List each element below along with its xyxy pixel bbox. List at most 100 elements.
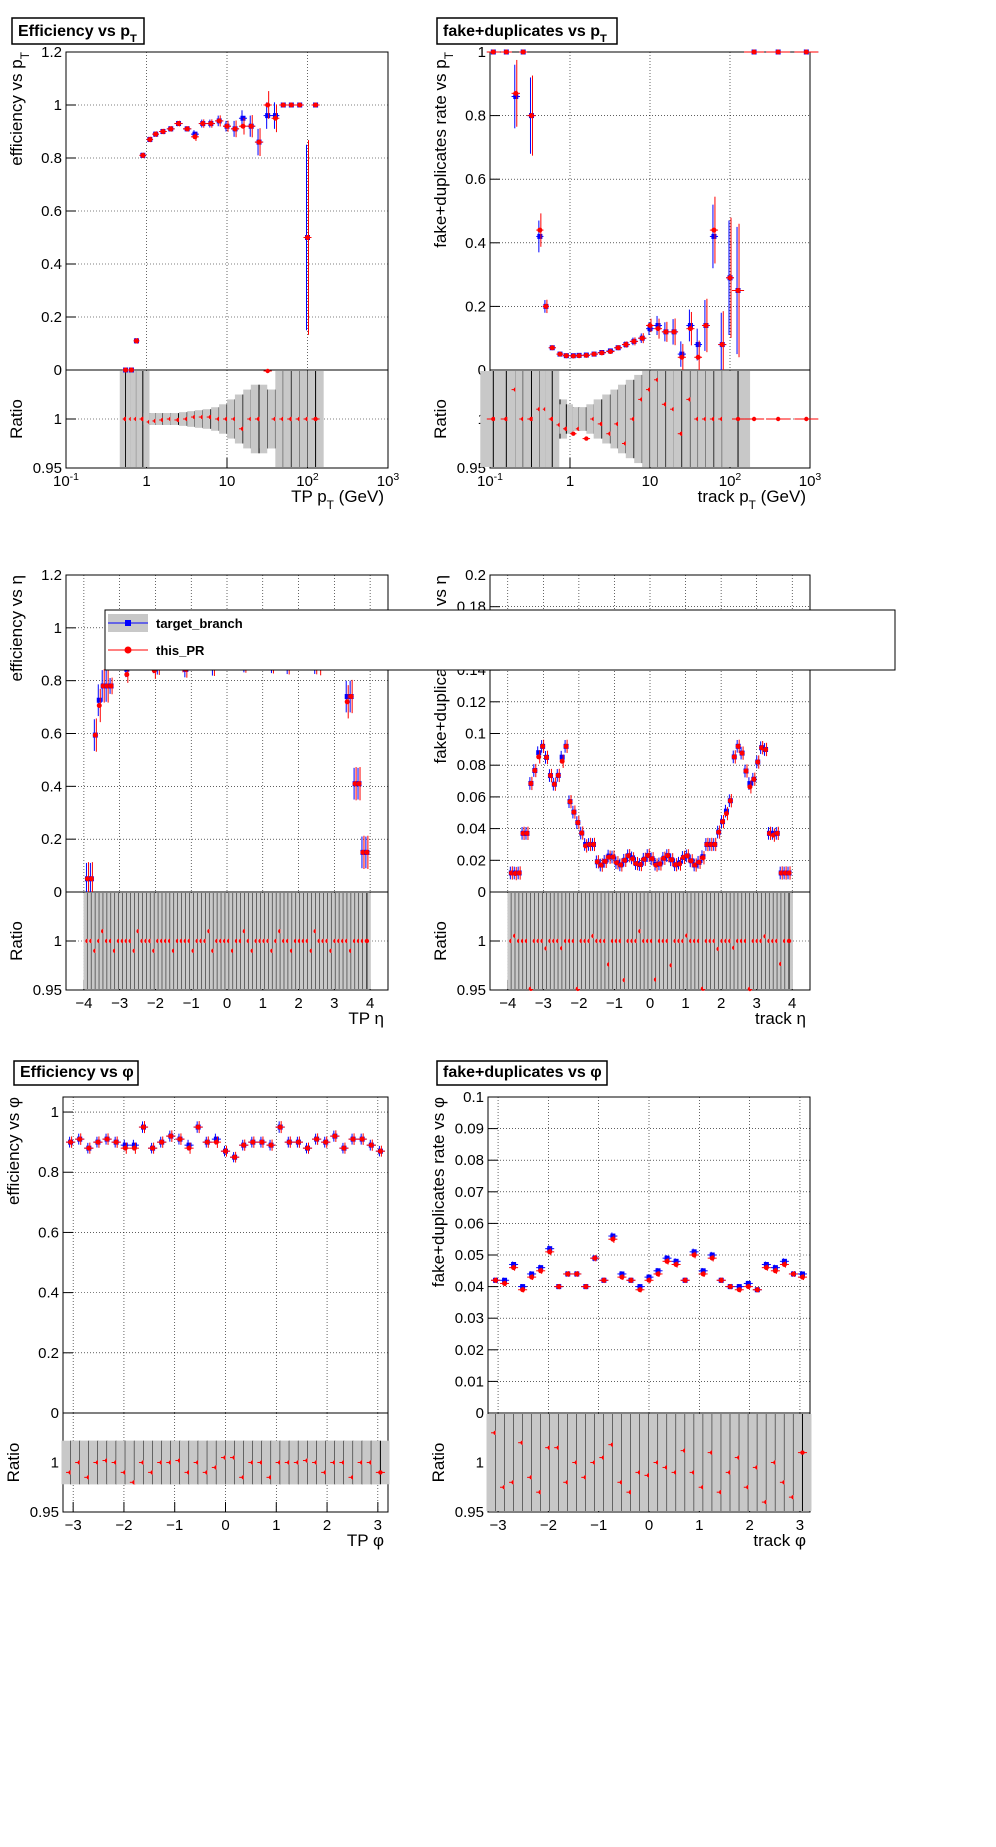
- x-tick-label: 3: [374, 1517, 382, 1534]
- new-point: [348, 694, 354, 700]
- x-axis-label: TP pT (GeV): [291, 487, 384, 512]
- new-point: [549, 345, 555, 351]
- new-point: [208, 121, 214, 127]
- new-point: [265, 102, 271, 108]
- new-point: [775, 49, 781, 55]
- new-point: [352, 781, 358, 787]
- new-point: [131, 1145, 137, 1151]
- y-tick-label: 1: [54, 97, 62, 114]
- new-point: [524, 830, 530, 836]
- new-point: [574, 1271, 580, 1277]
- new-point: [739, 750, 745, 756]
- ratio-tick-label: 0.95: [30, 1504, 59, 1521]
- ratio-point: [491, 416, 496, 422]
- ref-point: [736, 1284, 742, 1290]
- ref-point: [664, 1255, 670, 1261]
- new-point: [774, 830, 780, 836]
- new-point: [735, 288, 741, 293]
- new-point: [637, 1287, 643, 1293]
- new-point: [665, 853, 671, 859]
- ref-point: [131, 1142, 137, 1148]
- new-point: [323, 1139, 329, 1145]
- new-point: [216, 118, 222, 124]
- y-tick-label: 0.06: [455, 1215, 484, 1232]
- y-axis-label: efficiency vs φ: [4, 1097, 23, 1205]
- y-tick-label: 1: [478, 44, 486, 61]
- ref-point: [691, 1249, 697, 1255]
- y-tick-label: 0.07: [455, 1184, 484, 1201]
- y-tick-label: 0.2: [41, 831, 62, 848]
- new-point: [630, 856, 636, 862]
- new-point: [587, 841, 593, 847]
- ref-point: [695, 342, 701, 348]
- new-point: [754, 1287, 760, 1293]
- ratio-point: [313, 416, 318, 422]
- new-point: [344, 699, 350, 705]
- new-point: [177, 1136, 183, 1142]
- new-point: [711, 227, 717, 233]
- new-point: [637, 861, 643, 867]
- y-tick-label: 0.1: [463, 1089, 484, 1106]
- new-point: [755, 759, 761, 765]
- new-point: [641, 856, 647, 862]
- x-tick-label: −3: [535, 995, 552, 1012]
- ratio-tick-label: 1: [51, 1455, 59, 1472]
- x-axis-label: track pT (GeV): [698, 487, 806, 512]
- new-point: [551, 781, 557, 787]
- new-point: [695, 354, 701, 360]
- new-point: [538, 1268, 544, 1274]
- new-point: [563, 743, 569, 749]
- new-point: [712, 841, 718, 847]
- new-point: [359, 1136, 365, 1142]
- new-point: [555, 772, 561, 778]
- plot-title-box: [13, 1060, 139, 1086]
- new-point: [696, 859, 702, 865]
- new-point: [592, 1255, 598, 1261]
- new-point: [240, 123, 246, 129]
- plot-title: Efficiency vs φ: [20, 1064, 134, 1081]
- x-tick-label: 4: [366, 995, 374, 1012]
- ratio-axis-label: Ratio: [431, 921, 450, 961]
- ref-point: [747, 781, 753, 787]
- new-point: [559, 758, 565, 764]
- new-point: [655, 326, 661, 332]
- ratio-axis-label: Ratio: [431, 399, 450, 439]
- x-tick-label: 3: [796, 1517, 804, 1534]
- new-point: [104, 683, 110, 689]
- y-tick-label: 0: [51, 1405, 59, 1422]
- new-point: [631, 338, 637, 344]
- x-tick-label: 10: [642, 473, 659, 490]
- x-tick-label: 2: [717, 995, 725, 1012]
- new-point: [512, 871, 518, 877]
- new-point: [743, 768, 749, 774]
- plot-grid: 10-1 1 10 102 10300.20.40.60.811.20.951effic…: [4, 17, 821, 1550]
- y-tick-label: 0.2: [465, 298, 486, 315]
- y-tick-label: 0.4: [41, 256, 62, 273]
- new-point: [532, 768, 538, 774]
- ref-point: [122, 1142, 128, 1148]
- ratio-tick-label: 1: [478, 933, 486, 950]
- new-point: [610, 1236, 616, 1242]
- new-point: [100, 683, 106, 689]
- new-point: [583, 1284, 589, 1290]
- x-tick-label: 2: [745, 1517, 753, 1534]
- new-point: [720, 819, 726, 825]
- new-point: [700, 855, 706, 861]
- new-point: [536, 754, 542, 760]
- ratio-point: [751, 416, 757, 422]
- ref-point: [781, 1258, 787, 1264]
- main-frame: [487, 1096, 811, 1414]
- new-point: [160, 129, 166, 134]
- new-point: [557, 351, 563, 357]
- new-point: [671, 329, 677, 335]
- new-point: [540, 743, 546, 749]
- new-point: [628, 1277, 634, 1283]
- new-point: [493, 1277, 499, 1283]
- y-tick-label: 0: [478, 362, 486, 379]
- new-point: [745, 1284, 751, 1290]
- new-point: [772, 1268, 778, 1274]
- x-tick-label: −3: [111, 995, 128, 1012]
- y-tick-label: 0: [476, 1405, 484, 1422]
- x-tick-label: 1: [566, 473, 574, 490]
